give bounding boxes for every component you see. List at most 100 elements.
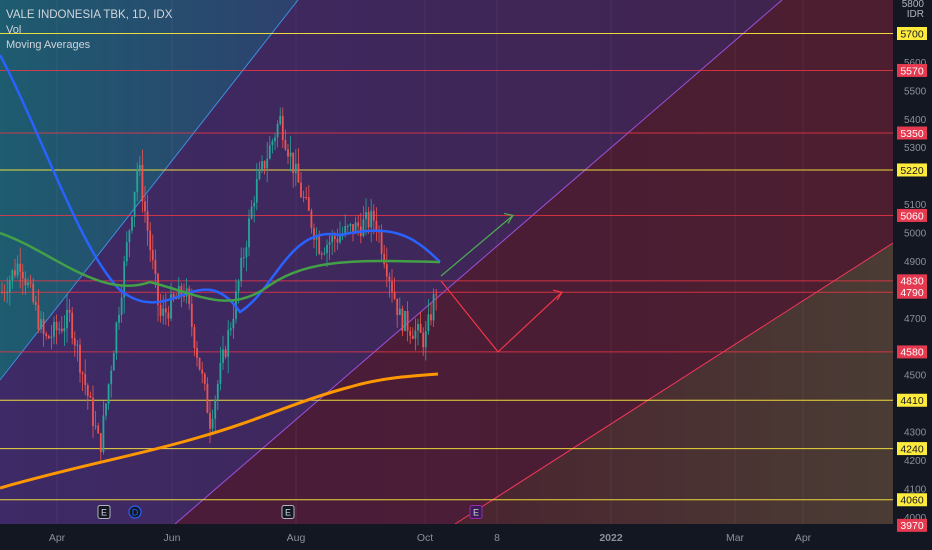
candle-body <box>380 232 383 254</box>
candle-body <box>300 182 302 198</box>
candle-body <box>417 323 419 331</box>
candle-body <box>190 303 193 327</box>
y-tick-label: 4700 <box>904 314 927 325</box>
candle-body <box>107 384 110 404</box>
candle-body <box>123 261 126 298</box>
legend-title: VALE INDONESIA TBK, 1D, IDX <box>6 9 173 21</box>
event-marker-label: E <box>101 508 107 518</box>
candle-body <box>154 260 157 274</box>
y-tick-label: 4500 <box>904 371 927 382</box>
y-tick-label: 4900 <box>904 257 927 268</box>
candle-body <box>357 222 360 227</box>
moving-average-green <box>0 231 441 302</box>
y-tick-label: 4200 <box>904 456 927 467</box>
candle-body <box>144 201 146 212</box>
candle-body <box>276 124 279 138</box>
level-badge-text: 4410 <box>900 395 924 407</box>
candle-body <box>214 399 217 419</box>
candle-body <box>47 335 50 339</box>
candle-body <box>219 362 222 384</box>
candle-body <box>305 197 308 199</box>
candle-body <box>287 149 289 157</box>
x-tick-label: Aug <box>287 532 306 544</box>
y-tick-label: 5000 <box>904 229 927 240</box>
level-badge-4060 <box>897 493 927 507</box>
candle-body <box>333 235 336 240</box>
candle-body <box>271 141 274 146</box>
candle-body <box>406 311 409 331</box>
level-badge-4580 <box>897 345 927 359</box>
candle-body <box>414 330 417 339</box>
candle-body <box>45 333 48 336</box>
candle-body <box>261 161 263 170</box>
x-tick-label: Mar <box>726 532 745 544</box>
candle-body <box>240 257 243 282</box>
level-badge-4790 <box>897 285 927 299</box>
candle-body <box>274 137 276 142</box>
candle-body <box>430 314 432 321</box>
y-tick-label: 4100 <box>904 484 927 495</box>
candle-body <box>198 357 201 370</box>
candle-body <box>432 294 435 321</box>
candle-body <box>50 336 53 339</box>
candle-body <box>391 281 393 292</box>
bullish-arrow-line <box>440 214 514 277</box>
candle-body <box>248 218 250 248</box>
candle-body <box>328 242 331 245</box>
x-tick-label: Oct <box>417 532 433 544</box>
candle-body <box>375 220 378 232</box>
candle-body <box>149 230 152 251</box>
candle-body <box>19 263 22 272</box>
candle-body <box>318 236 321 254</box>
candle-body <box>63 328 66 332</box>
candle-body <box>385 264 388 277</box>
candle-body <box>115 322 118 354</box>
candle-body <box>362 219 365 237</box>
level-badge-5220 <box>897 163 927 177</box>
legend-moving-averages: Moving Averages <box>6 39 91 51</box>
candle-body <box>81 372 84 375</box>
candle-body <box>250 206 253 219</box>
candle-body <box>8 280 11 293</box>
candle-body <box>66 309 68 329</box>
dividend-marker <box>128 505 142 519</box>
candle-body <box>27 282 29 286</box>
level-badge-text: 5570 <box>900 65 924 77</box>
level-badge-text: 5060 <box>900 210 924 222</box>
y-tick-label: 5600 <box>904 58 927 69</box>
candle-body <box>40 319 42 330</box>
candle-body <box>411 335 414 339</box>
candle-body <box>302 197 305 199</box>
candle-body <box>292 152 295 174</box>
level-badge-3970 <box>897 518 927 532</box>
candle-body <box>419 323 422 333</box>
candle-body <box>224 349 227 357</box>
candle-body <box>128 230 131 243</box>
candle-body <box>55 322 58 331</box>
candle-body <box>68 309 71 313</box>
candle-body <box>383 253 386 265</box>
price-unit-currency: IDR <box>906 9 924 20</box>
earnings-marker <box>281 505 295 519</box>
candle-body <box>323 253 326 255</box>
candle-body <box>279 115 282 125</box>
candle-body <box>29 282 32 284</box>
candle-body <box>222 349 224 363</box>
candle-body <box>34 301 37 306</box>
candle-body <box>97 425 100 434</box>
y-tick-label: 5400 <box>904 115 927 126</box>
candle-body <box>297 163 300 183</box>
candle-body <box>216 383 219 400</box>
channel-line-lower <box>454 242 894 525</box>
candle-body <box>253 202 256 207</box>
candle-body <box>172 294 175 299</box>
candle-body <box>349 224 352 226</box>
candle-body <box>315 236 318 240</box>
candle-body <box>79 344 81 373</box>
candle-body <box>131 216 133 231</box>
candle-body <box>60 328 63 332</box>
candle-body <box>146 211 149 231</box>
y-tick-label: 5500 <box>904 86 927 97</box>
